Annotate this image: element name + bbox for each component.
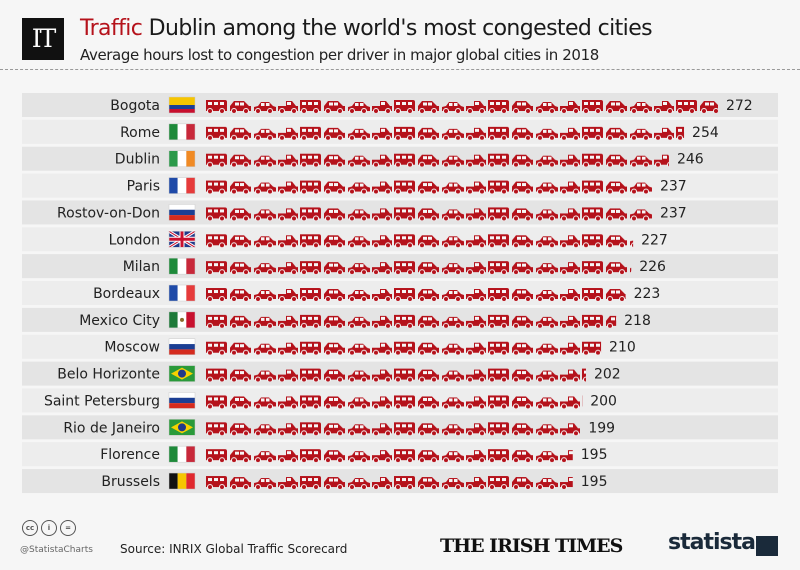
chart-row: Bordeaux 223 — [22, 281, 778, 306]
flag-russia-icon — [168, 204, 196, 221]
flag-france-icon — [168, 284, 196, 302]
flag-russia-icon — [168, 338, 196, 355]
license-icons: cc i = — [22, 520, 76, 536]
value-label: 237 — [660, 205, 687, 221]
value-label: 199 — [588, 420, 615, 436]
value-label: 210 — [609, 340, 636, 356]
category-label: Milan — [123, 259, 160, 275]
bar — [205, 287, 626, 302]
category-label: Mexico City — [79, 313, 160, 329]
chart-row: Paris 237 — [22, 173, 778, 198]
flag-ireland-icon — [168, 150, 196, 167]
statista-handle: @StatistaCharts — [20, 545, 93, 555]
flag-colombia-icon — [168, 96, 196, 114]
flag-uk-icon — [168, 230, 196, 249]
chart-row: Mexico City 218 — [22, 307, 778, 332]
category-label: Florence — [100, 447, 160, 463]
bar — [205, 152, 669, 167]
chart-row: Belo Horizonte 202 — [22, 361, 778, 386]
category-label: Belo Horizonte — [57, 367, 160, 383]
value-label: 223 — [634, 286, 661, 302]
category-label: Bogota — [110, 98, 160, 114]
statista-mark-icon — [756, 536, 778, 556]
chart-row: Saint Petersburg 200 — [22, 388, 778, 413]
category-label: Rostov-on-Don — [57, 205, 160, 221]
value-label: 254 — [692, 125, 719, 141]
category-label: Paris — [127, 179, 160, 195]
irish-times-logo: IT — [22, 18, 64, 60]
bar — [205, 179, 652, 194]
flag-italy-icon — [168, 123, 196, 141]
category-label: Dublin — [115, 152, 160, 168]
value-label: 227 — [641, 232, 668, 248]
bar — [205, 448, 573, 463]
chart-row: Florence 195 — [22, 442, 778, 467]
divider — [0, 69, 800, 70]
flag-brazil-icon — [168, 419, 196, 436]
bar — [205, 421, 581, 436]
value-label: 202 — [594, 367, 621, 383]
chart-row: Bogota 272 — [22, 93, 778, 117]
chart-title: Traffic Dublin among the world's most co… — [80, 16, 653, 41]
source-note: Source: INRIX Global Traffic Scorecard — [120, 542, 348, 556]
value-label: 200 — [590, 393, 617, 409]
chart-row: Moscow 210 — [22, 334, 778, 359]
value-label: 246 — [677, 152, 704, 168]
value-label: 218 — [624, 313, 651, 329]
value-label: 237 — [660, 179, 687, 195]
title-text: Dublin among the world's most congested … — [148, 16, 653, 41]
bar — [205, 394, 583, 409]
flag-russia-icon — [168, 392, 196, 409]
value-label: 195 — [581, 474, 608, 490]
category-label: Moscow — [104, 340, 160, 356]
category-label: Saint Petersburg — [44, 393, 160, 409]
category-label: London — [109, 232, 160, 248]
bar — [205, 260, 632, 275]
bar — [205, 125, 685, 140]
chart-row: Milan 226 — [22, 254, 778, 279]
value-label: 195 — [581, 447, 608, 463]
value-label: 226 — [639, 259, 666, 275]
nd-icon: = — [60, 520, 76, 536]
bar — [205, 340, 602, 355]
flag-france-icon — [168, 177, 196, 194]
category-label: Rio de Janeiro — [63, 420, 160, 436]
statista-logo: statista — [668, 530, 756, 555]
bar — [205, 475, 573, 490]
flag-belgium-icon — [168, 472, 196, 490]
category-label: Brussels — [101, 474, 160, 490]
flag-italy-icon — [168, 257, 196, 275]
category-label: Bordeaux — [93, 286, 160, 302]
chart-row: Dublin 246 — [22, 146, 778, 171]
irish-times-wordmark: THE IRISH TIMES — [440, 535, 623, 557]
category-label: Rome — [120, 125, 160, 141]
chart-row: London 227 — [22, 227, 778, 252]
chart-row: Brussels 195 — [22, 469, 778, 494]
bar — [205, 99, 718, 113]
bar — [205, 313, 617, 328]
chart-row: Rio de Janeiro 199 — [22, 415, 778, 440]
flag-brazil-icon — [168, 365, 196, 382]
chart-row: Rostov-on-Don 237 — [22, 200, 778, 225]
bar — [205, 206, 652, 221]
flag-italy-icon — [168, 445, 196, 463]
chart-subtitle: Average hours lost to congestion per dri… — [80, 46, 599, 64]
cc-icon: cc — [22, 520, 38, 536]
value-label: 272 — [726, 98, 753, 114]
chart-row: Rome 254 — [22, 119, 778, 144]
bar — [205, 233, 634, 248]
bar — [205, 367, 586, 382]
title-keyword: Traffic — [80, 16, 143, 41]
flag-mexico-icon — [168, 311, 196, 329]
by-icon: i — [41, 520, 57, 536]
